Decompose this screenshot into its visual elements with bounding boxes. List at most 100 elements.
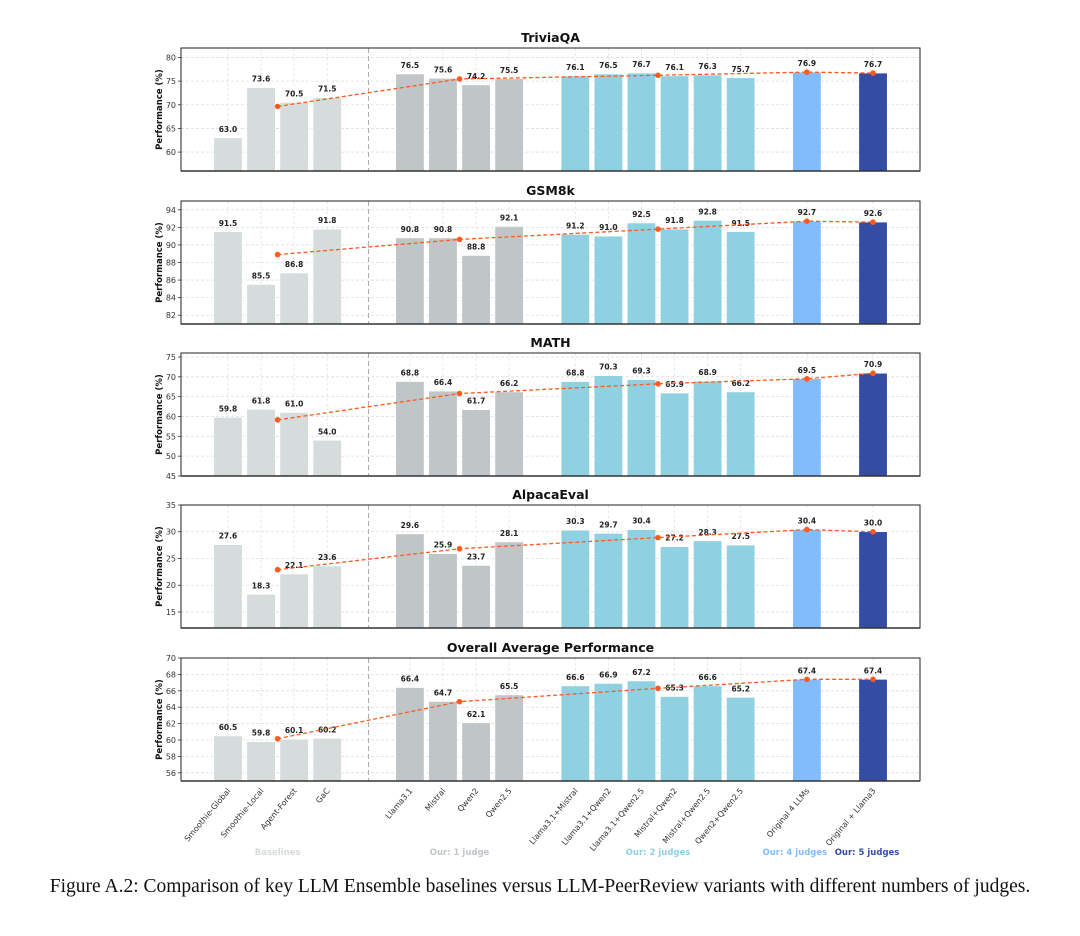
bar-Mistral+Qwen2 bbox=[660, 75, 690, 172]
bar-value-label: 61.0 bbox=[285, 400, 304, 409]
bar-value-label: 60.2 bbox=[318, 725, 337, 734]
bar-value-label: 29.7 bbox=[599, 520, 618, 529]
bar-value-label: 28.1 bbox=[500, 529, 519, 538]
bar-value-label: 76.7 bbox=[632, 60, 651, 69]
average-point bbox=[655, 226, 661, 232]
average-point bbox=[870, 370, 876, 377]
bar-GaC bbox=[312, 228, 342, 325]
average-point bbox=[274, 566, 281, 573]
bar-value-label: 69.5 bbox=[798, 366, 817, 375]
bar-value-label: 92.8 bbox=[698, 207, 717, 216]
bar-Qwen2+Qwen2.5 bbox=[726, 231, 756, 325]
bar-value-label: 23.7 bbox=[467, 552, 486, 561]
bar-Original + Llama3 bbox=[858, 531, 888, 629]
y-axis-label: Performance (%) bbox=[155, 374, 165, 455]
bar-Qwen2 bbox=[461, 84, 491, 172]
bar-value-label: 60.5 bbox=[219, 723, 238, 732]
bar-value-label: 60.1 bbox=[285, 726, 304, 735]
bar-Original 4 LLMs bbox=[792, 378, 822, 477]
bar-Qwen2 bbox=[461, 409, 491, 477]
y-tick-label: 70 bbox=[166, 373, 176, 382]
bar-value-label: 28.3 bbox=[698, 528, 717, 537]
bar-value-label: 66.6 bbox=[698, 673, 717, 682]
y-tick-label: 35 bbox=[166, 501, 176, 510]
average-point bbox=[456, 390, 463, 397]
bar-Smoothie-Local bbox=[246, 87, 276, 172]
bar-value-label: 90.8 bbox=[401, 225, 420, 234]
subplot-title: GSM8k bbox=[526, 183, 575, 198]
bar-Llama3.1+Qwen2 bbox=[593, 73, 623, 172]
bar-value-label: 27.6 bbox=[219, 532, 238, 541]
bar-value-label: 91.0 bbox=[599, 223, 618, 232]
bar-value-label: 30.3 bbox=[566, 517, 585, 526]
y-tick-label: 55 bbox=[166, 432, 176, 441]
bar-Original + Llama3 bbox=[858, 221, 888, 325]
bar-value-label: 75.6 bbox=[434, 65, 453, 74]
bar-Llama3.1+Mistral bbox=[560, 529, 590, 629]
bar-Mistral+Qwen2 bbox=[660, 228, 690, 325]
bar-value-label: 86.8 bbox=[285, 260, 304, 269]
bar-Mistral+Qwen2.5 bbox=[693, 685, 723, 782]
bar-value-label: 66.9 bbox=[599, 670, 618, 679]
average-point bbox=[655, 381, 661, 387]
bar-value-label: 68.8 bbox=[401, 369, 420, 378]
bar-value-label: 91.8 bbox=[318, 216, 337, 225]
y-tick-label: 94 bbox=[166, 206, 176, 215]
group-label: Our: 5 judges bbox=[835, 848, 900, 858]
y-axis-label: Performance (%) bbox=[155, 526, 165, 607]
bar-Original 4 LLMs bbox=[792, 220, 822, 325]
x-tick-label: Mistral bbox=[423, 787, 447, 813]
bar-Original 4 LLMs bbox=[792, 529, 822, 629]
y-tick-label: 84 bbox=[166, 294, 176, 303]
bar-Qwen2+Qwen2.5 bbox=[726, 697, 756, 782]
bar-value-label: 91.5 bbox=[219, 219, 238, 228]
bar-value-label: 67.4 bbox=[864, 666, 883, 675]
bar-value-label: 65.2 bbox=[731, 684, 750, 693]
bar-value-label: 61.7 bbox=[467, 397, 486, 406]
group-label: Our: 4 judges bbox=[763, 848, 828, 858]
bar-Qwen2+Qwen2.5 bbox=[726, 77, 756, 172]
bar-Mistral+Qwen2 bbox=[660, 546, 690, 629]
y-tick-label: 20 bbox=[166, 581, 176, 590]
bar-Llama3.1+Mistral bbox=[560, 75, 590, 172]
bar-Llama3.1 bbox=[395, 381, 425, 477]
y-tick-label: 88 bbox=[166, 259, 176, 268]
x-tick-label: Agent-Forest bbox=[259, 787, 299, 832]
bar-value-label: 69.3 bbox=[632, 367, 651, 376]
bar-GaC bbox=[312, 738, 342, 782]
bar-value-label: 66.4 bbox=[434, 378, 453, 387]
y-tick-label: 75 bbox=[166, 353, 176, 362]
x-tick-label: GaC bbox=[314, 786, 332, 805]
y-tick-label: 75 bbox=[166, 77, 176, 86]
bar-value-label: 91.8 bbox=[665, 216, 684, 225]
average-point bbox=[870, 70, 876, 76]
y-tick-label: 25 bbox=[166, 554, 176, 563]
bar-Mistral bbox=[428, 77, 458, 172]
bar-Llama3.1+Mistral bbox=[560, 234, 590, 325]
bar-Llama3.1+Qwen2.5 bbox=[626, 680, 656, 782]
bar-value-label: 70.9 bbox=[864, 360, 883, 369]
y-axis-label: Performance (%) bbox=[155, 679, 165, 760]
bar-Smoothie-Global bbox=[213, 735, 243, 782]
y-tick-label: 86 bbox=[166, 276, 176, 285]
bar-value-label: 67.4 bbox=[798, 666, 817, 675]
bar-GaC bbox=[312, 565, 342, 629]
average-line bbox=[277, 528, 874, 571]
bar-value-label: 30.4 bbox=[632, 517, 651, 526]
bar-Agent-Forest bbox=[279, 573, 309, 629]
bar-value-label: 63.0 bbox=[219, 125, 238, 134]
bar-value-label: 59.8 bbox=[219, 404, 238, 413]
bar-value-label: 92.1 bbox=[500, 213, 519, 222]
group-label: Baselines bbox=[255, 848, 301, 858]
bar-Original + Llama3 bbox=[858, 72, 888, 172]
y-tick-label: 15 bbox=[166, 608, 176, 617]
bar-value-label: 30.0 bbox=[864, 519, 883, 528]
average-point bbox=[870, 676, 876, 683]
bar-Llama3.1+Qwen2.5 bbox=[626, 379, 656, 477]
bar-Llama3.1+Qwen2 bbox=[593, 235, 623, 325]
bar-Mistral+Qwen2.5 bbox=[693, 540, 723, 629]
average-point bbox=[655, 72, 661, 79]
bar-Llama3.1+Mistral bbox=[560, 381, 590, 477]
